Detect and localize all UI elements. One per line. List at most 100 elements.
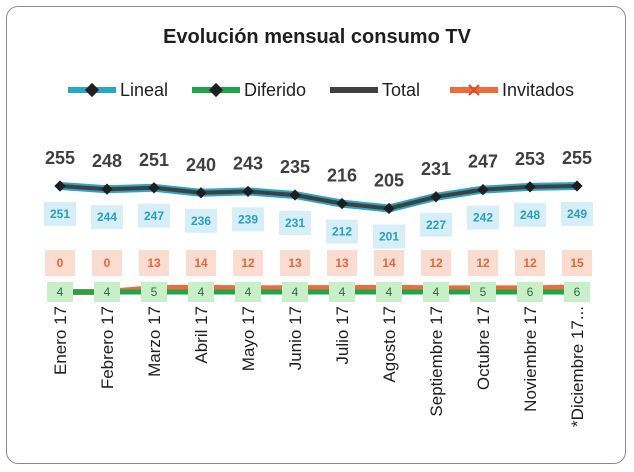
label-diferido-marzo-17: 5 <box>151 285 158 299</box>
label-invitados-febrero-17: 0 <box>104 256 111 270</box>
label-lineal-diciembre-17: 249 <box>567 207 587 221</box>
label-diferido-enero-17: 4 <box>57 285 64 299</box>
point-total-septiembre-17 <box>430 191 442 203</box>
x-tick-label-octubre-17: Octubre 17 <box>474 306 493 390</box>
legend-marker-lineal <box>68 82 116 98</box>
label-lineal-mayo-17-box <box>232 207 264 232</box>
label-invitados-diciembre-17: 15 <box>570 256 584 270</box>
label-lineal-septiembre-17-box <box>420 212 452 237</box>
point-total-marzo-17 <box>148 182 160 194</box>
label-invitados-mayo-17: 12 <box>241 256 255 270</box>
label-lineal-junio-17: 231 <box>285 216 305 230</box>
x-tick-label-noviembre-17: Noviembre 17 <box>521 306 540 412</box>
label-invitados-junio-17: 13 <box>288 256 302 270</box>
label-total-mayo-17: 243 <box>233 153 263 173</box>
label-diferido-mayo-17-box <box>235 282 261 302</box>
label-invitados-julio-17-box <box>327 250 357 276</box>
x-tick-label-abril-17: Abril 17 <box>192 306 211 364</box>
label-diferido-febrero-17: 4 <box>104 285 111 299</box>
label-lineal-marzo-17-box <box>138 203 170 228</box>
point-total-agosto-17 <box>383 202 395 215</box>
label-lineal-enero-17: 251 <box>50 207 70 221</box>
label-invitados-noviembre-17: 12 <box>523 256 537 270</box>
label-lineal-septiembre-17: 227 <box>426 218 446 232</box>
label-lineal-abril-17-box <box>185 208 217 233</box>
label-invitados-julio-17: 13 <box>335 256 349 270</box>
label-invitados-febrero-17-box <box>92 250 122 276</box>
x-tick-label-diciembre-17: *Diciembre 17... <box>568 306 587 427</box>
label-invitados-noviembre-17-box <box>515 250 545 276</box>
legend-label-total: Total <box>382 79 421 100</box>
x-tick-label-marzo-17: Marzo 17 <box>145 306 164 377</box>
label-invitados-octubre-17: 12 <box>476 256 490 270</box>
label-lineal-noviembre-17-box <box>514 202 546 227</box>
legend-item-lineal: Lineal <box>66 78 168 102</box>
label-diferido-julio-17-box <box>329 282 355 302</box>
legend-item-diferido: Diferido <box>190 78 306 102</box>
label-invitados-septiembre-17: 12 <box>429 256 443 270</box>
label-lineal-noviembre-17: 248 <box>520 208 540 222</box>
point-total-octubre-17 <box>477 183 489 196</box>
label-lineal-agosto-17-box <box>373 224 405 249</box>
label-diferido-junio-17: 4 <box>292 285 299 299</box>
label-invitados-abril-17-box <box>186 250 216 276</box>
label-total-octubre-17: 247 <box>468 152 498 172</box>
label-total-julio-17: 216 <box>327 166 357 186</box>
label-diferido-noviembre-17: 6 <box>527 285 534 299</box>
label-total-febrero-17: 248 <box>92 151 122 171</box>
label-total-agosto-17: 205 <box>374 171 404 191</box>
label-diferido-julio-17: 4 <box>339 285 346 299</box>
label-total-noviembre-17: 253 <box>515 149 545 169</box>
label-diferido-agosto-17-box <box>376 282 402 302</box>
legend-label-lineal: Lineal <box>120 79 169 100</box>
label-diferido-diciembre-17: 6 <box>574 285 581 299</box>
label-lineal-diciembre-17-box <box>561 202 593 226</box>
x-tick-label-febrero-17: Febrero 17 <box>98 306 117 389</box>
label-diferido-mayo-17: 4 <box>245 285 252 299</box>
label-invitados-octubre-17-box <box>468 250 498 276</box>
chart-title: Evolución mensual consumo TV <box>163 26 471 48</box>
point-total-noviembre-17 <box>524 181 536 193</box>
label-lineal-octubre-17-box <box>467 205 499 230</box>
x-tick-label-enero-17: Enero 17 <box>51 306 70 375</box>
label-invitados-enero-17: 0 <box>57 256 64 270</box>
label-diferido-abril-17: 4 <box>198 285 205 299</box>
point-total-junio-17 <box>289 189 301 201</box>
label-invitados-septiembre-17-box <box>421 250 451 276</box>
label-total-septiembre-17: 231 <box>421 159 451 179</box>
label-invitados-marzo-17-box <box>139 250 169 276</box>
label-diferido-octubre-17: 5 <box>480 285 487 299</box>
label-lineal-febrero-17: 244 <box>97 210 117 224</box>
chart-frame <box>6 6 626 464</box>
label-diferido-marzo-17-box <box>141 282 167 302</box>
label-invitados-abril-17: 14 <box>194 256 208 270</box>
label-invitados-enero-17-box <box>45 250 75 276</box>
label-total-junio-17: 235 <box>280 157 310 177</box>
label-lineal-mayo-17: 239 <box>238 212 258 226</box>
label-lineal-enero-17-box <box>44 202 76 226</box>
label-lineal-agosto-17: 201 <box>379 230 399 244</box>
label-invitados-mayo-17-box <box>233 250 263 276</box>
label-invitados-agosto-17: 14 <box>382 256 396 270</box>
label-invitados-marzo-17: 13 <box>147 256 161 270</box>
point-total-diciembre-17 <box>571 180 583 192</box>
x-tick-label-julio-17: Julio 17 <box>333 306 352 365</box>
label-lineal-julio-17-box <box>326 219 358 244</box>
label-lineal-febrero-17-box <box>91 205 123 230</box>
label-diferido-septiembre-17-box <box>423 282 449 302</box>
label-diferido-febrero-17-box <box>94 282 120 302</box>
x-tick-label-junio-17: Junio 17 <box>286 306 305 370</box>
label-total-abril-17: 240 <box>186 155 216 175</box>
x-tick-label-mayo-17: Mayo 17 <box>239 306 258 371</box>
x-tick-label-septiembre-17: Septiembre 17 <box>427 306 446 417</box>
legend-item-total: Total <box>328 78 420 102</box>
point-total-enero-17 <box>54 180 66 192</box>
point-total-mayo-17 <box>242 185 254 198</box>
label-diferido-abril-17-box <box>188 282 214 302</box>
label-lineal-marzo-17: 247 <box>144 209 164 223</box>
label-lineal-octubre-17: 242 <box>473 211 493 225</box>
legend-item-invitados: Invitados <box>448 78 574 102</box>
label-diferido-octubre-17-box <box>470 282 496 302</box>
label-invitados-junio-17-box <box>280 250 310 276</box>
